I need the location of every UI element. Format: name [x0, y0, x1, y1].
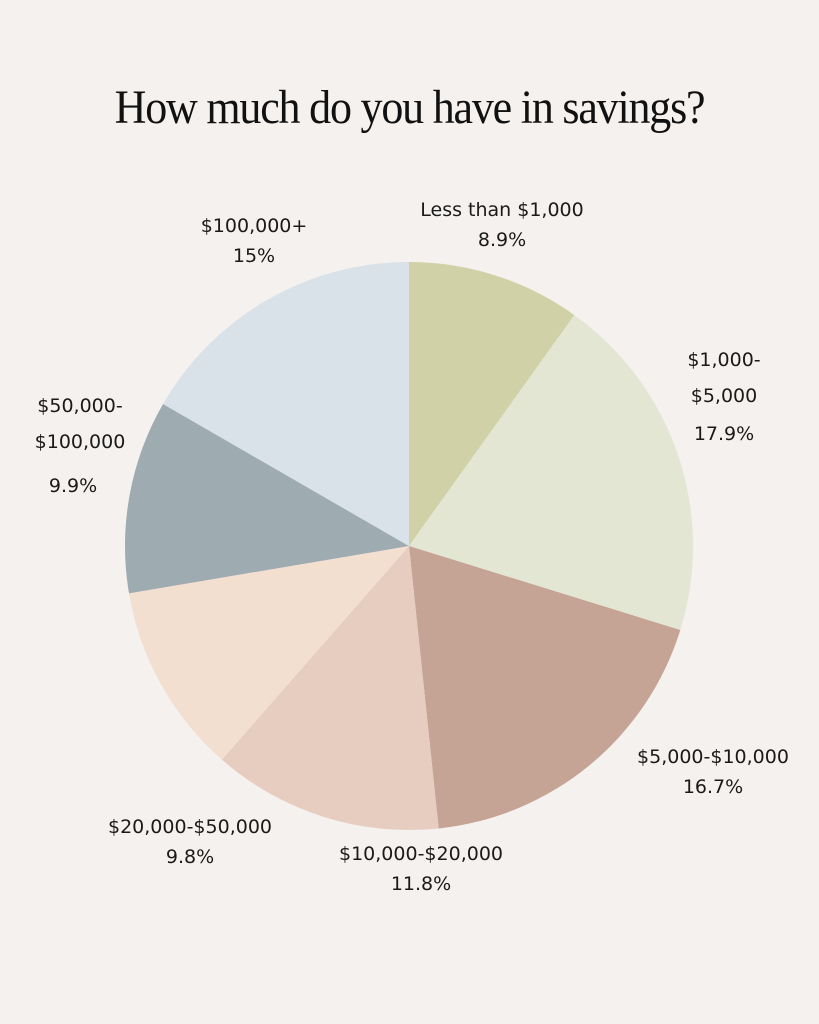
label-category: Less than $1,000	[420, 199, 584, 221]
label-value: 9.8%	[165, 846, 215, 868]
slice-less-than-1000	[409, 262, 575, 546]
label-10000-20000: $10,000-$20,000 11.8%	[339, 839, 503, 899]
label-value: 17.9%	[693, 423, 755, 445]
slice-100000-plus	[163, 262, 409, 546]
label-20000-50000: $20,000-$50,000 9.8%	[108, 812, 272, 872]
label-category: $10,000-$20,000	[339, 843, 503, 865]
label-50000-100000: $50,000- $100,000 9.9%	[35, 388, 126, 504]
slice-20000-50000	[128, 546, 410, 760]
label-category: $5,000-$10,000	[637, 746, 789, 768]
label-value: 15%	[232, 245, 276, 267]
slice-1000-5000	[409, 315, 693, 630]
label-5000-10000: $5,000-$10,000 16.7%	[637, 742, 789, 802]
slice-5000-10000	[409, 546, 681, 829]
slice-50000-100000	[125, 404, 410, 594]
label-1000-5000: $1,000- $5,000 17.9%	[687, 342, 760, 452]
label-category: $20,000-$50,000	[108, 816, 272, 838]
label-category: $100,000+	[200, 215, 308, 237]
label-100000-plus: $100,000+ 15%	[201, 211, 308, 271]
label-value: 16.7%	[682, 776, 744, 798]
label-category: $1,000-	[687, 349, 761, 371]
label-category: $50,000-	[37, 395, 123, 417]
label-less-than-1000: Less than $1,000 8.9%	[420, 195, 583, 255]
label-value: 11.8%	[390, 873, 452, 895]
label-value: 8.9%	[477, 229, 527, 251]
label-category: $5,000	[690, 385, 758, 407]
label-category: $100,000	[34, 431, 126, 453]
label-value: 9.9%	[48, 475, 98, 497]
slice-10000-20000	[221, 546, 439, 830]
chart-title: How much do you have in savings?	[114, 81, 706, 134]
